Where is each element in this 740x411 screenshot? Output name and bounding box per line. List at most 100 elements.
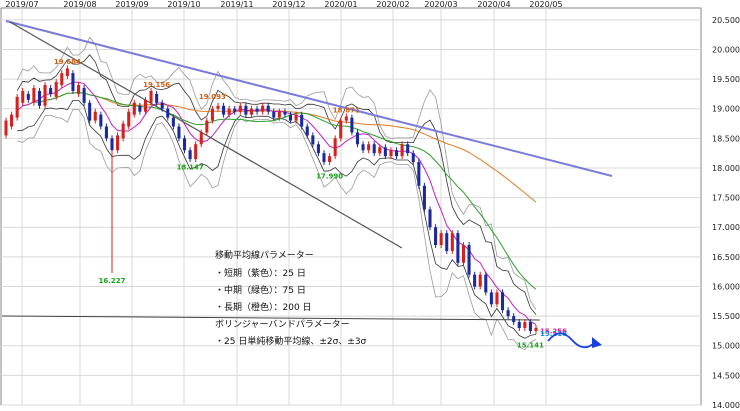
- x-tick-label: 2020/04: [477, 0, 510, 9]
- candle: [406, 144, 410, 154]
- candle: [305, 126, 309, 136]
- candle: [49, 87, 53, 94]
- candle: [110, 138, 114, 151]
- price-label: 18.871: [333, 106, 360, 114]
- candle: [333, 138, 337, 157]
- candle: [261, 105, 265, 112]
- candle: [143, 99, 148, 112]
- x-tick-label: 2019/11: [220, 0, 253, 9]
- candle: [37, 90, 42, 106]
- bollinger-line: [17, 109, 537, 351]
- note-line: ・中期（緑色）：75 日: [215, 284, 306, 296]
- candle: [171, 117, 175, 127]
- x-tick-label: 2020/01: [324, 0, 357, 9]
- y-tick-label: 15.500: [712, 312, 740, 321]
- candle: [227, 108, 231, 115]
- candle: [361, 144, 365, 151]
- candle: [199, 132, 203, 145]
- candle: [205, 120, 209, 133]
- candle: [339, 120, 343, 139]
- candle: [244, 105, 248, 115]
- price-label: 15.141: [517, 341, 544, 349]
- candle: [489, 292, 493, 305]
- y-tick-label: 16.000: [712, 282, 740, 291]
- candle: [255, 108, 259, 112]
- candle: [188, 150, 192, 160]
- candle: [121, 123, 125, 139]
- x-tick-label: 2019/09: [115, 0, 148, 9]
- candle: [166, 108, 170, 118]
- candle: [155, 93, 159, 103]
- grid: [1, 8, 701, 406]
- candle: [238, 105, 242, 112]
- forecast-arrow: [547, 332, 602, 349]
- y-axis: 20.500 20.000 19.500 19.000 18.500 18.000 17.5…: [712, 16, 740, 410]
- candle: [249, 108, 254, 115]
- candle: [194, 144, 198, 160]
- candle: [71, 73, 75, 91]
- candle: [222, 105, 226, 115]
- candle: [383, 147, 387, 157]
- x-tick-label: 2020/03: [424, 0, 457, 9]
- candle: [523, 322, 527, 328]
- y-tick-label: 14.500: [712, 371, 740, 380]
- candle: [506, 310, 510, 317]
- candle: [60, 73, 64, 86]
- y-tick-label: 14.000: [712, 401, 740, 410]
- y-tick-label: 16.500: [712, 253, 740, 262]
- candle: [43, 85, 47, 106]
- candle: [177, 126, 181, 139]
- note-line: ボリンジャーバンドパラメーター: [215, 319, 350, 330]
- x-tick-label: 2019/10: [167, 0, 200, 9]
- candle: [461, 245, 466, 263]
- candle: [266, 105, 270, 112]
- candle: [210, 108, 214, 121]
- candle: [300, 114, 304, 127]
- x-tick-label: 2019/12: [272, 0, 305, 9]
- candle: [127, 111, 131, 127]
- candle: [54, 82, 58, 97]
- candle: [484, 274, 488, 293]
- plot-area: [0, 7, 702, 406]
- parameter-notes: 移動平均線パラメーター・短期（紫色）：25 日・中期（緑色）：75 日・長期（橙…: [215, 249, 367, 347]
- candle: [311, 135, 315, 145]
- bollinger-line: [17, 100, 537, 339]
- price-label: 18.147: [177, 163, 204, 171]
- candle: [500, 292, 505, 311]
- candle: [93, 111, 97, 121]
- candle: [82, 87, 86, 103]
- candle: [355, 132, 360, 145]
- candle: [104, 126, 108, 139]
- y-tick-label: 19.000: [712, 105, 740, 114]
- candle: [99, 114, 103, 127]
- trend-line-descending: [9, 21, 403, 249]
- note-line: ・短期（紫色）：25 日: [215, 267, 306, 279]
- trend-line-resistance: [5, 20, 613, 177]
- candle: [389, 150, 393, 157]
- trend-lines: [1, 20, 613, 321]
- candle: [283, 111, 287, 115]
- candle: [456, 233, 460, 263]
- candle: [272, 111, 276, 118]
- candle: [372, 144, 376, 154]
- candle: [473, 274, 477, 287]
- x-tick-label: 2019/08: [63, 0, 96, 9]
- price-annotations: 19.684 19.156 19.093 18.871 16.227 18.147 17.9…: [54, 58, 567, 349]
- price-label: 19.156: [143, 81, 170, 89]
- note-line: ・25 日単純移動平均線、±2σ、±3σ: [215, 335, 367, 347]
- candle: [495, 292, 499, 305]
- candle: [316, 144, 320, 154]
- candle: [528, 322, 532, 331]
- y-tick-label: 20.000: [712, 45, 740, 54]
- y-tick-label: 18.500: [712, 134, 740, 143]
- candle: [233, 108, 237, 112]
- candle: [26, 93, 30, 100]
- candle: [394, 150, 399, 157]
- candle: [344, 116, 348, 121]
- candle: [534, 327, 538, 331]
- price-label: 19.684: [54, 58, 81, 66]
- candle: [138, 105, 142, 112]
- candle: [517, 322, 521, 328]
- candle: [422, 185, 426, 210]
